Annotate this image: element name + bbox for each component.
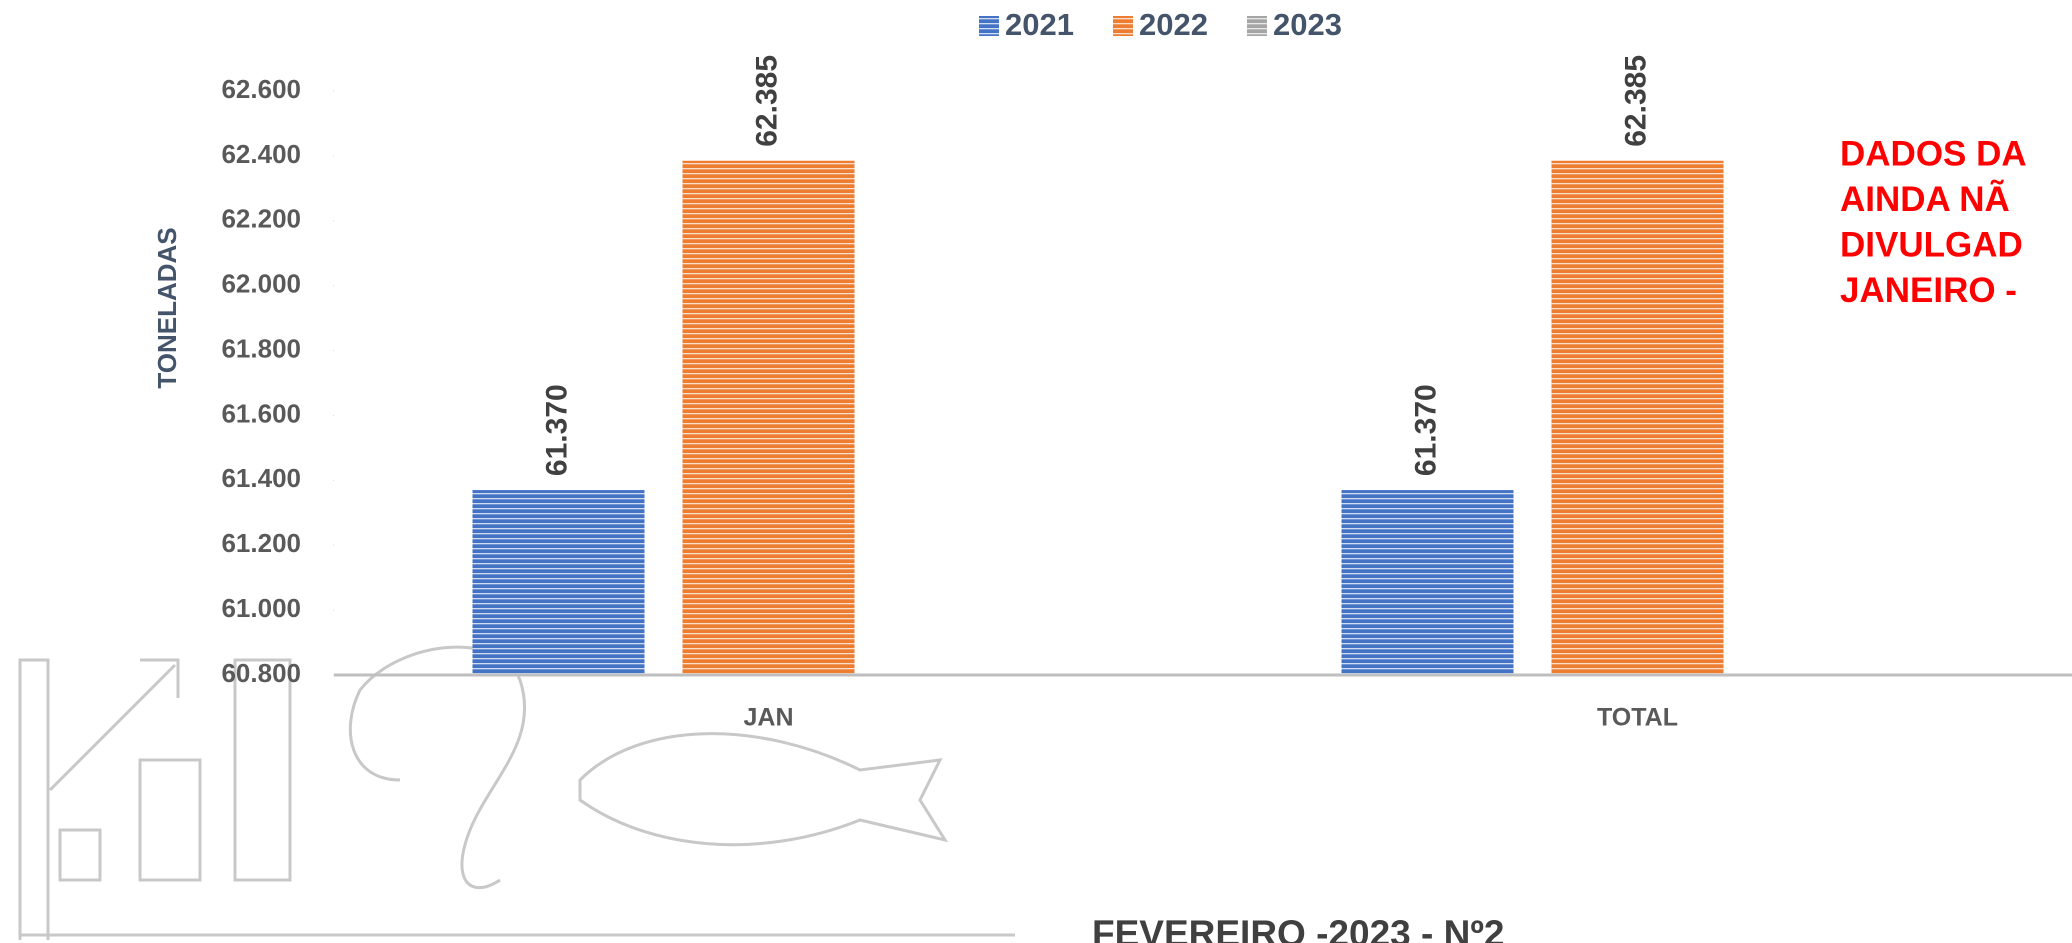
decoration	[18, 645, 1015, 940]
legend-label: 2023	[1273, 7, 1342, 42]
x-tick-label: JAN	[743, 704, 793, 732]
y-tick-label: 61.200	[221, 528, 301, 558]
data-label: 61.370	[540, 384, 573, 476]
legend-swatch	[979, 16, 999, 36]
y-tick-label: 61.600	[221, 398, 301, 428]
y-tick-label: 62.600	[221, 74, 301, 104]
y-tick-label: 62.400	[221, 139, 301, 169]
data-label: 62.385	[750, 55, 783, 147]
y-tick-label: 60.800	[221, 658, 301, 688]
y-tick-label: 62.200	[221, 204, 301, 234]
y-axis-title: TONELADAS	[152, 227, 182, 388]
x-tick-label: TOTAL	[1597, 704, 1678, 732]
y-tick-label: 61.400	[221, 463, 301, 493]
annotation-line: DIVULGAD	[1840, 225, 2023, 264]
annotation-line: JANEIRO -	[1840, 271, 2017, 310]
legend-swatch	[1113, 16, 1133, 36]
plot-area: 60.800 61.000 61.200 61.400 61.600 61.800 62.0…	[221, 7, 2072, 732]
footer: FEVEREIRO -2023 - Nº2	[1092, 913, 1504, 943]
data-label: 62.385	[1619, 55, 1652, 147]
legend-swatch	[1247, 16, 1267, 36]
bar	[1341, 490, 1514, 675]
annotation-line: DADOS DA	[1840, 134, 2027, 173]
annotation-line: AINDA NÃ	[1840, 180, 2010, 219]
y-tick-label: 61.800	[221, 333, 301, 363]
legend-label: 2022	[1139, 7, 1208, 42]
bar	[1551, 160, 1724, 675]
y-tick-label: 61.000	[221, 593, 301, 623]
bar	[682, 160, 855, 675]
y-tick-label: 62.000	[221, 269, 301, 299]
legend-label: 2021	[1005, 7, 1074, 42]
data-label: 61.370	[1409, 384, 1442, 476]
bar	[472, 490, 645, 675]
annotation: DADOS DA AINDA NÃ DIVULGAD JANEIRO -	[1840, 134, 2027, 310]
